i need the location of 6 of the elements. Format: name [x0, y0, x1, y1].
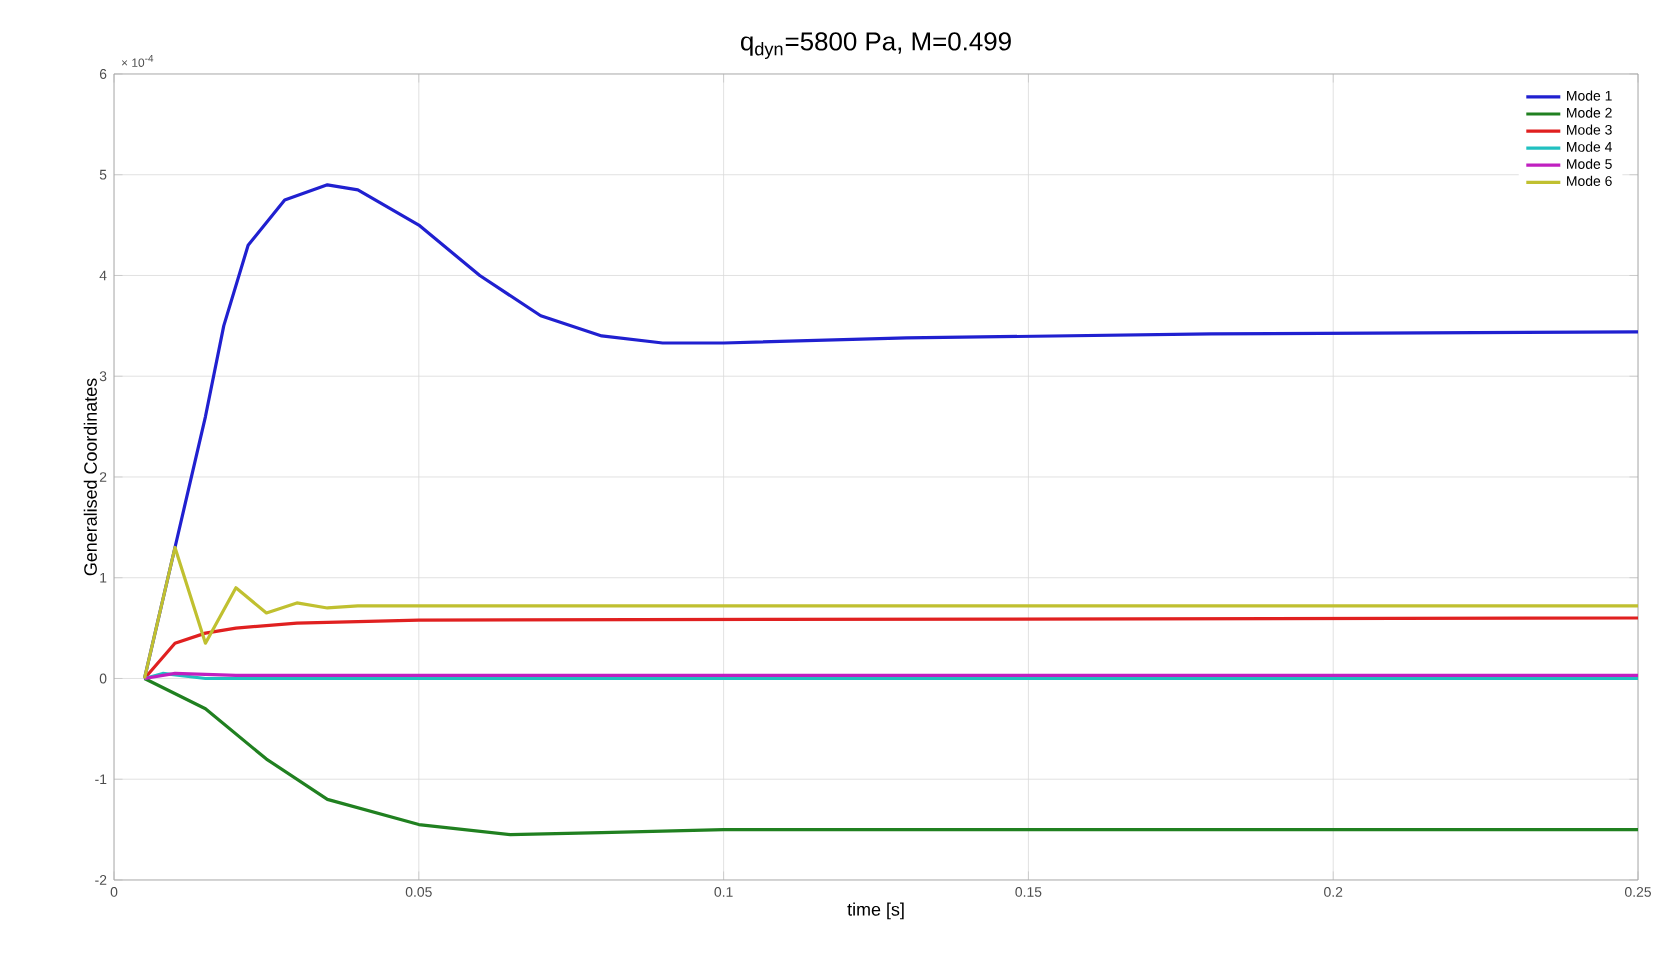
line-series — [142, 676, 1640, 837]
chart-title: q$_{dyn}$=5800 Pa, M=0.499 — [741, 32, 1011, 59]
line-series — [142, 616, 1640, 681]
y-axis-title: Generalised Coordinates — [83, 378, 97, 576]
line-series — [142, 545, 1640, 681]
x-axis-title: time [s] — [847, 902, 904, 920]
